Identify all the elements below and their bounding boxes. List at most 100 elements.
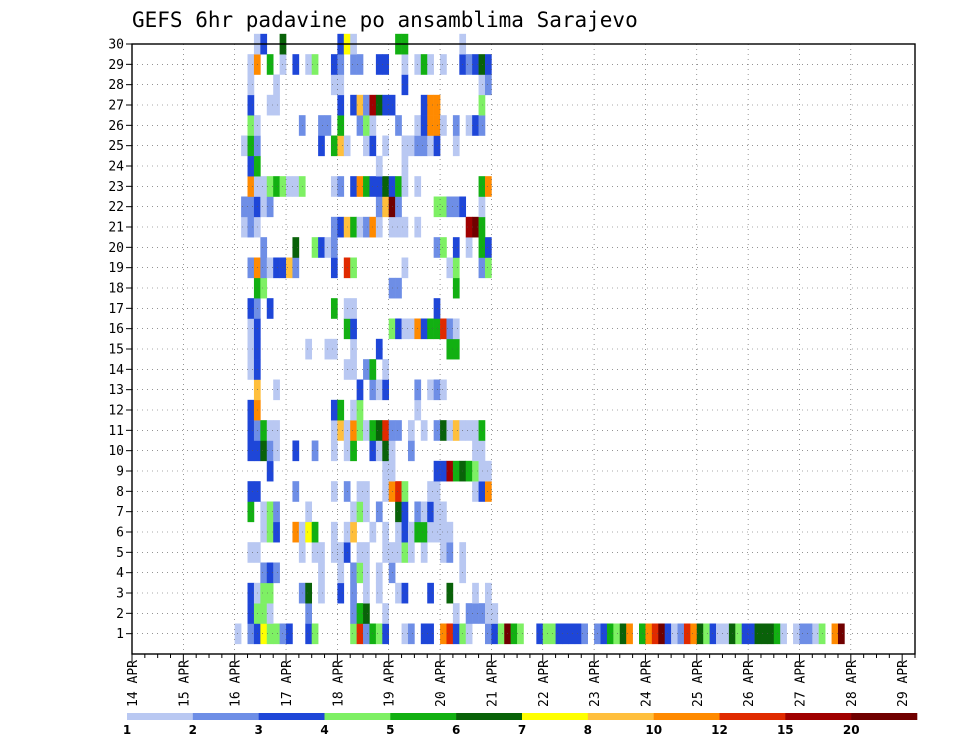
x-tick-label: 29 APR: [896, 660, 911, 707]
y-tick-label: 15: [108, 343, 124, 358]
heatmap-cell: [407, 521, 415, 543]
heatmap-cell: [478, 481, 486, 502]
heatmap-cell: [273, 94, 280, 116]
heatmap-cell: [484, 176, 492, 197]
y-tick-label: 23: [108, 180, 124, 195]
heatmap-cell: [452, 135, 460, 157]
color-bar-segment: [587, 713, 654, 720]
heatmap-cell: [446, 318, 454, 340]
heatmap-cell: [356, 562, 364, 584]
x-tick-label: 15 APR: [177, 660, 192, 707]
heatmap-cell: [375, 176, 383, 197]
heatmap-cell: [420, 135, 428, 157]
heatmap-cell: [382, 440, 390, 462]
y-tick-label: 26: [108, 119, 124, 134]
heatmap-cell: [613, 623, 621, 645]
heatmap-cell: [395, 216, 402, 238]
heatmap-cell: [273, 562, 280, 584]
heatmap-cell: [318, 115, 325, 136]
heatmap-cell: [273, 257, 280, 279]
color-bar-segment: [456, 713, 523, 720]
heatmap-cell: [305, 501, 313, 523]
heatmap-cell: [395, 542, 402, 563]
heatmap-cell: [330, 338, 338, 360]
heatmap-cell: [318, 135, 325, 157]
heatmap-cell: [427, 115, 434, 136]
heatmap-cell: [260, 623, 268, 645]
heatmap-cell: [446, 460, 454, 482]
heatmap-cell: [497, 623, 505, 645]
heatmap-cell: [260, 521, 268, 543]
y-tick-label: 8: [116, 485, 124, 500]
color-bar-label: 5: [386, 723, 394, 737]
heatmap-cell: [401, 318, 409, 340]
y-tick-label: 5: [116, 546, 124, 561]
heatmap-cell: [273, 501, 280, 523]
heatmap-cell: [452, 460, 460, 482]
heatmap-cell: [375, 94, 383, 116]
heatmap-cell: [780, 623, 787, 645]
heatmap-cell: [330, 481, 338, 502]
heatmap-cell: [350, 420, 357, 441]
heatmap-cell: [401, 176, 409, 197]
heatmap-cell: [363, 359, 370, 380]
heatmap-cell: [472, 54, 479, 75]
heatmap-cell: [484, 237, 492, 258]
heatmap-cell: [452, 237, 460, 258]
heatmap-cell: [690, 623, 698, 645]
heatmap-cell: [478, 420, 486, 441]
heatmap-cell: [363, 603, 370, 624]
heatmap-cell: [420, 420, 428, 441]
heatmap-cell: [363, 481, 370, 502]
heatmap-cell: [241, 135, 248, 157]
color-bar-label: 15: [777, 723, 794, 737]
heatmap-cell: [247, 359, 255, 380]
heatmap-cell: [266, 176, 274, 197]
heatmap-cell: [292, 440, 300, 462]
y-tick-label: 1: [116, 627, 124, 642]
heatmap-cell: [478, 237, 486, 258]
heatmap-cell: [266, 298, 274, 319]
heatmap-cell: [247, 603, 255, 624]
heatmap-cell: [330, 257, 338, 279]
color-bar-segment: [192, 713, 259, 720]
heatmap-cell: [382, 196, 390, 218]
heatmap-cell: [273, 74, 280, 96]
heatmap-cell: [247, 54, 255, 75]
heatmap-cell: [420, 501, 428, 523]
heatmap-cell: [363, 501, 370, 523]
heatmap-cell: [330, 298, 338, 319]
heatmap-cell: [395, 521, 402, 543]
heatmap-cell: [356, 94, 364, 116]
x-tick-label: 24 APR: [639, 660, 654, 707]
heatmap-cell: [247, 501, 255, 523]
heatmap-cell: [305, 623, 313, 645]
color-bar-label: 6: [452, 723, 460, 737]
heatmap-cell: [292, 481, 300, 502]
heatmap-cell: [337, 94, 345, 116]
heatmap-cell: [401, 481, 409, 502]
heatmap-cell: [350, 359, 357, 380]
heatmap-cell: [748, 623, 755, 645]
heatmap-cell: [363, 115, 370, 136]
heatmap-cell: [363, 623, 370, 645]
heatmap-cell: [472, 216, 479, 238]
heatmap-cell: [350, 216, 357, 238]
heatmap-cell: [311, 440, 319, 462]
y-tick-label: 2: [116, 607, 124, 622]
heatmap-cell: [452, 420, 460, 441]
heatmap-cell: [395, 501, 402, 523]
heatmap-cell: [330, 176, 338, 197]
heatmap-cell: [395, 481, 402, 502]
heatmap-cell: [350, 603, 357, 624]
heatmap-cell: [311, 521, 319, 543]
heatmap-cell: [356, 399, 364, 421]
y-tick-label: 10: [108, 444, 124, 459]
heatmap-cell: [260, 420, 268, 441]
heatmap-cell: [484, 74, 492, 96]
heatmap-cell: [793, 623, 800, 645]
heatmap-cell: [472, 603, 479, 624]
heatmap-cell: [382, 542, 390, 563]
y-tick-label: 30: [108, 38, 124, 53]
heatmap-cell: [356, 216, 364, 238]
